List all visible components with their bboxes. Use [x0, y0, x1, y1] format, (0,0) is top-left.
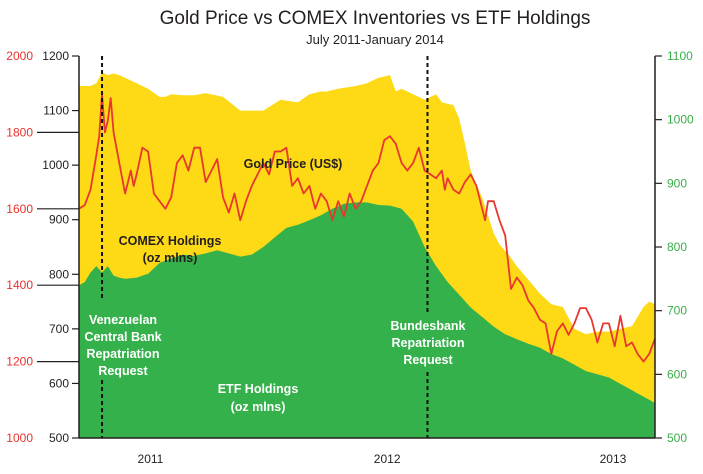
etf-area [79, 202, 655, 438]
comex-axis-tick-label: 1200 [42, 49, 69, 63]
chart-title: Gold Price vs COMEX Inventories vs ETF H… [160, 8, 591, 29]
etf-axis-tick-label: 1100 [667, 49, 693, 63]
x-axis-year-label: 2012 [374, 452, 401, 466]
bundesbank-label-line3: Request [403, 353, 453, 367]
comex-axis-tick-label: 1000 [42, 158, 69, 172]
gold-price-line [78, 93, 656, 363]
etf-axis-tick-label: 500 [667, 431, 687, 445]
etf-axis-tick-label: 800 [667, 240, 687, 254]
gold-axis-tick-label: 2000 [6, 49, 33, 63]
chart-subtitle: July 2011-January 2014 [306, 32, 444, 47]
gold-axis-tick-label: 1600 [6, 202, 33, 216]
comex-label-line1: COMEX Holdings [119, 234, 222, 248]
venezuela-label-line2: Central Bank [84, 330, 161, 344]
areas-layer [79, 72, 655, 439]
etf-axis-tick-label: 700 [667, 304, 687, 318]
axes-layer: 1200 1100 1000 900 800 700 600 500 2000 1800 1600 1… [6, 49, 694, 466]
event-markers [101, 56, 429, 438]
bundesbank-label-line1: Bundesbank [390, 319, 465, 333]
gold-axis-tick-label: 1800 [6, 125, 33, 139]
comex-label-line2: (oz mlns) [143, 251, 198, 265]
gold-price-label: Gold Price (US$) [244, 157, 343, 171]
venezuela-label-line1: Venezuelan [89, 313, 157, 327]
comex-axis-tick-label: 600 [49, 376, 69, 390]
gold-axis-tick-label: 1400 [6, 278, 33, 292]
comex-axis-tick-label: 900 [49, 213, 69, 227]
gold-axis-tick-label: 1000 [6, 431, 33, 445]
etf-axis-tick-label: 600 [667, 367, 687, 381]
lines-layer [78, 93, 656, 363]
etf-label-line2: (oz mlns) [231, 400, 286, 414]
comex-axis-tick-label: 1100 [43, 104, 69, 118]
gold-axis-tick-label: 1200 [6, 355, 33, 369]
comex-axis-tick-label: 500 [49, 431, 69, 445]
comex-axis-tick-label: 700 [49, 322, 69, 336]
bundesbank-label-line2: Repatriation [392, 336, 465, 350]
etf-axis-tick-label: 1000 [667, 113, 694, 127]
etf-axis-tick-label: 900 [667, 176, 687, 190]
comex-axis-tick-label: 800 [49, 267, 69, 281]
x-axis-year-label: 2013 [600, 452, 627, 466]
venezuela-label-line4: Request [98, 364, 148, 378]
etf-label-line1: ETF Holdings [218, 382, 299, 396]
x-axis-year-label: 2011 [138, 452, 164, 466]
venezuela-label-line3: Repatriation [87, 347, 160, 361]
